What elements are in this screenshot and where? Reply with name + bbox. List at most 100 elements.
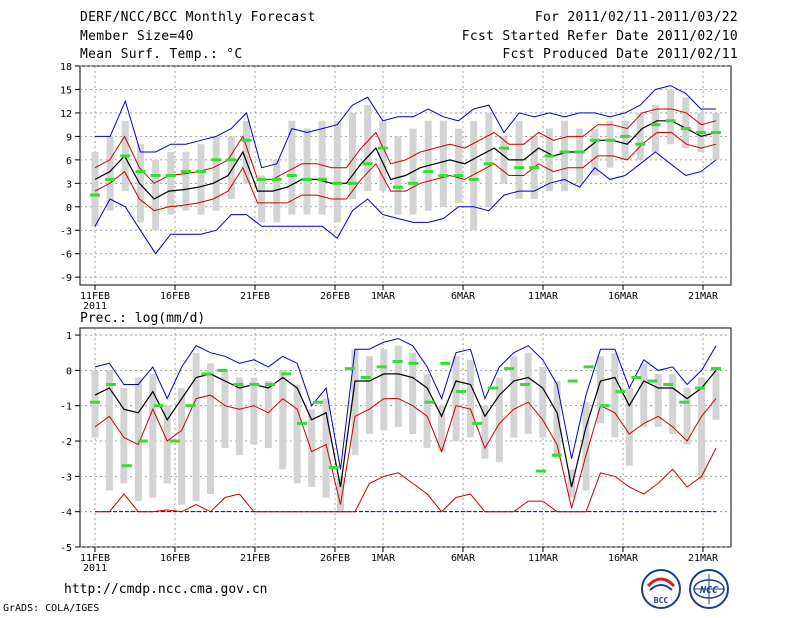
y-tick-label: 15 [60, 85, 72, 96]
obs-marker [631, 375, 642, 379]
spread-box [105, 370, 113, 491]
x-tick-label: 1MAR [371, 291, 396, 302]
y-tick-label: 3 [66, 179, 72, 190]
obs-marker [153, 404, 164, 408]
obs-marker [468, 177, 479, 181]
spread-box [495, 377, 503, 463]
x-tick-label: 26FEB [320, 291, 350, 302]
spread-box [485, 112, 493, 207]
x-tick-label: 11FEB [80, 553, 110, 564]
spread-box [308, 409, 316, 487]
obs-marker [604, 138, 615, 142]
spread-box [481, 405, 489, 459]
obs-marker [137, 439, 148, 443]
chart-panel-2 [75, 327, 732, 552]
obs-marker [456, 390, 467, 394]
obs-marker [271, 177, 282, 181]
spread-box [423, 373, 431, 449]
spread-box [654, 373, 662, 427]
obs-marker [679, 400, 690, 404]
chart-panel-1 [75, 65, 732, 290]
obs-marker [567, 379, 578, 383]
obs-marker [360, 375, 371, 379]
x-tick-label: 16FEB [160, 291, 190, 302]
max-envelope-line [94, 338, 717, 470]
x-year-label: 2011 [83, 301, 107, 312]
y-tick-label: 6 [66, 156, 72, 167]
spread-box [510, 356, 518, 438]
spread-box [651, 105, 659, 153]
spread-box [683, 388, 691, 445]
spread-box [667, 89, 675, 145]
spread-box [192, 352, 200, 502]
x-tick-label: 21FEB [240, 553, 270, 564]
obs-marker [297, 421, 307, 425]
x-tick-label: 21MAR [688, 553, 719, 564]
spread-box [596, 356, 604, 424]
spread-box [539, 366, 547, 438]
source-url[interactable]: http://cmdp.ncc.cma.gov.cn [64, 582, 268, 597]
grads-credit: GrADS: COLA/IGES [3, 603, 100, 614]
forecast-started-date: Fcst Started Refer Date 2011/02/10 [461, 29, 738, 44]
spread-box [545, 128, 553, 192]
obs-marker [120, 154, 131, 158]
ncc-logo: NCC [689, 569, 729, 609]
x-tick-label: 26FEB [320, 553, 350, 564]
obs-marker [392, 360, 403, 364]
obs-marker [574, 150, 585, 154]
ensemble-mean-line [94, 370, 717, 488]
obs-marker [551, 453, 562, 457]
obs-marker [211, 158, 222, 162]
obs-marker [583, 365, 594, 369]
obs-marker [317, 177, 328, 181]
bcc-logo-text: BCC [654, 596, 669, 605]
obs-marker [472, 421, 483, 425]
y-tick-label: -3 [60, 226, 72, 237]
x-year-label: 2011 [83, 563, 107, 574]
spread-box [698, 377, 706, 480]
obs-marker [695, 130, 706, 134]
spread-box [235, 377, 243, 456]
obs-marker [347, 181, 358, 185]
y-tick-label: -4 [60, 508, 72, 519]
spread-box [455, 128, 463, 203]
obs-marker [620, 134, 631, 138]
y-tick-label: -2 [60, 437, 72, 448]
spread-box [524, 352, 532, 434]
spread-box [227, 136, 235, 199]
obs-marker [180, 170, 191, 174]
obs-marker [647, 379, 658, 383]
spread-box [348, 112, 356, 199]
obs-marker [695, 386, 706, 390]
obs-marker [90, 193, 100, 197]
y-tick-label: 1 [66, 331, 72, 342]
spread-box [576, 128, 584, 184]
spread-box [279, 370, 287, 470]
min-envelope-line [94, 151, 717, 255]
y-tick-label: 12 [60, 109, 72, 120]
spread-box [322, 398, 330, 498]
spread-box [380, 349, 388, 431]
spread-box [611, 352, 619, 438]
obs-marker [650, 123, 661, 127]
spread-box [91, 370, 99, 438]
obs-marker [233, 383, 244, 387]
obs-marker [217, 368, 228, 372]
obs-marker [312, 400, 323, 404]
obs-marker [438, 174, 449, 177]
spread-box [470, 120, 478, 231]
max-envelope-line [95, 85, 716, 169]
spread-box [152, 159, 160, 231]
spread-box [293, 384, 301, 484]
spread-box [288, 120, 296, 215]
x-tick-label: 1MAR [371, 553, 396, 564]
y-tick-label: -5 [60, 543, 72, 554]
obs-marker [256, 177, 267, 181]
obs-marker [665, 119, 676, 123]
obs-marker [196, 170, 207, 174]
spread-box [582, 402, 590, 491]
x-tick-label: 11MAR [528, 553, 559, 564]
spread-box [712, 112, 720, 160]
obs-marker [241, 138, 252, 142]
obs-marker [529, 166, 540, 170]
